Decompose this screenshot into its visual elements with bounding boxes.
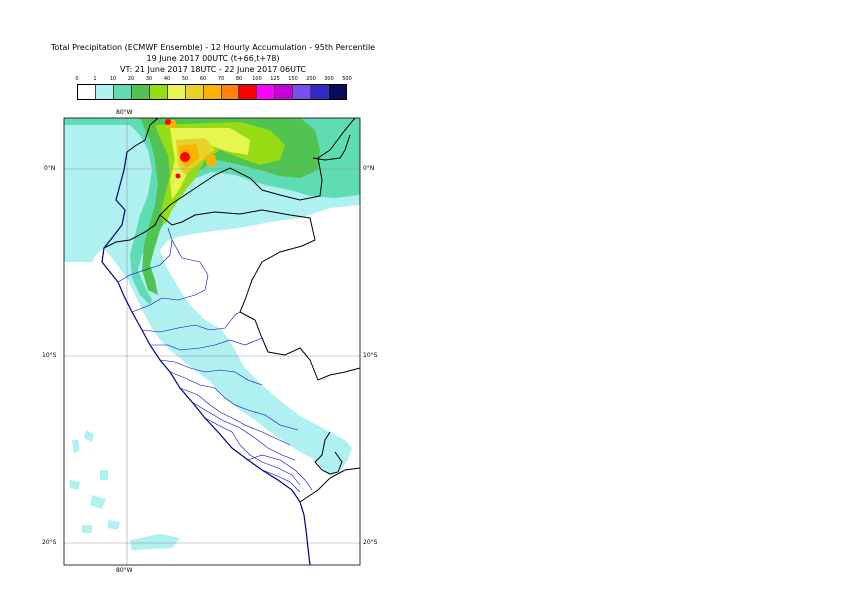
- legend-swatch-5: [167, 85, 186, 99]
- precip-red-2: [175, 173, 181, 179]
- legend-label: 200: [306, 76, 316, 82]
- legend-swatch-9: [239, 85, 258, 99]
- legend-swatch-11: [275, 85, 294, 99]
- precip-ocean-west: [64, 248, 104, 262]
- legend-swatch-10: [257, 85, 276, 99]
- legend-swatch-1: [95, 85, 114, 99]
- legend-label: 50: [181, 76, 189, 82]
- legend-label: 10: [109, 76, 117, 82]
- legend-swatch-4: [149, 85, 168, 99]
- legend-swatch-2: [113, 85, 132, 99]
- lat-label-10-right: 10°S: [363, 352, 378, 359]
- legend-label: 300: [324, 76, 334, 82]
- lat-label-0-right: 0°N: [363, 165, 375, 172]
- legend-swatch-14: [329, 85, 347, 99]
- legend-label: 40: [163, 76, 171, 82]
- legend-swatch-13: [311, 85, 330, 99]
- regional-borders: [117, 227, 313, 493]
- precip-red-3: [165, 119, 171, 125]
- color-legend: [77, 84, 347, 100]
- legend-label: 500: [342, 76, 352, 82]
- lat-label-20-left: 20°S: [42, 539, 57, 546]
- precip-max-red: [180, 152, 190, 162]
- legend-label: 150: [288, 76, 298, 82]
- legend-label: 20: [127, 76, 135, 82]
- precip-light-field: [64, 118, 360, 476]
- legend-swatch-0: [78, 85, 96, 99]
- legend-swatch-8: [221, 85, 240, 99]
- legend-label: 125: [270, 76, 280, 82]
- lat-label-0-left: 0°N: [44, 165, 56, 172]
- legend-swatch-3: [131, 85, 150, 99]
- legend-swatch-12: [293, 85, 312, 99]
- lat-label-10-left: 10°S: [42, 352, 57, 359]
- map-frame: [63, 117, 361, 566]
- graticule: [64, 118, 360, 565]
- legend-label: 80: [235, 76, 243, 82]
- legend-label: 100: [252, 76, 262, 82]
- legend-label: 60: [199, 76, 207, 82]
- chart-title-line2: 19 June 2017 00UTC (t+66,t+78): [146, 54, 280, 63]
- lon-label-top: 80°W: [116, 109, 133, 116]
- legend-swatch-7: [203, 85, 222, 99]
- legend-label: 70: [217, 76, 225, 82]
- precip-orange: [165, 120, 217, 168]
- precip-blobs: [70, 430, 180, 550]
- lon-label-bottom: 80°W: [116, 567, 133, 574]
- legend-swatch-6: [185, 85, 204, 99]
- legend-label: 1: [93, 76, 97, 82]
- chart-title-line1: Total Precipitation (ECMWF Ensemble) - 1…: [50, 43, 376, 52]
- legend-label: 30: [145, 76, 153, 82]
- country-borders: [103, 118, 360, 503]
- lat-label-20-right: 20°S: [363, 539, 378, 546]
- chart-title-line3: VT: 21 June 2017 18UTC - 22 June 2017 06…: [120, 65, 306, 74]
- legend-label: 0: [75, 76, 79, 82]
